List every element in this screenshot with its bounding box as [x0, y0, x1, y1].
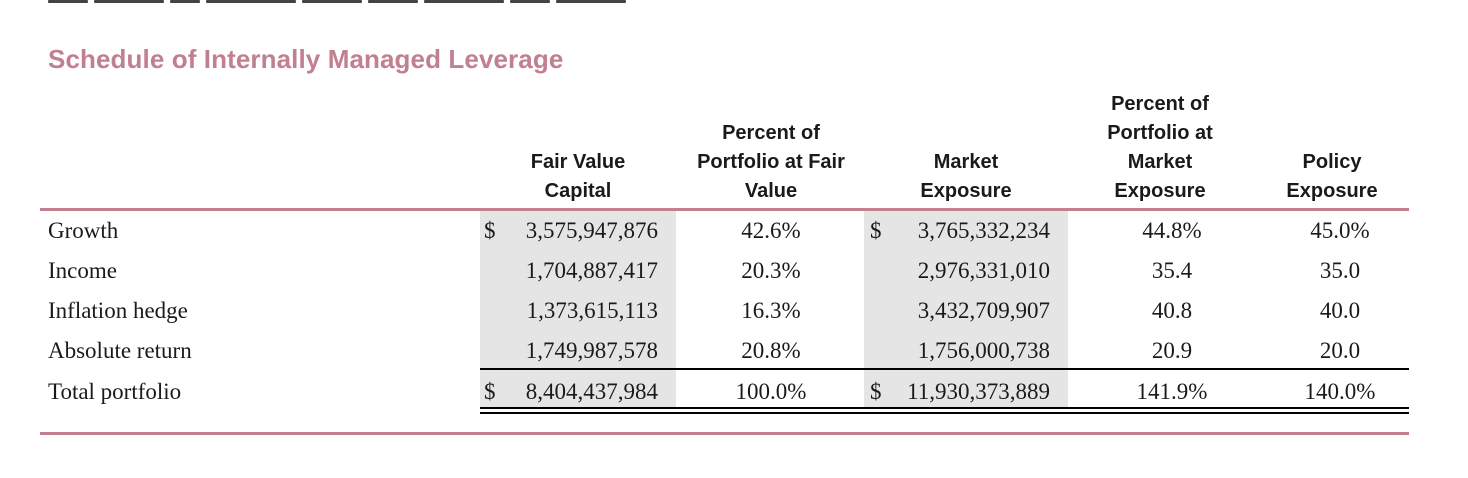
policy-cell: 20.0 [1319, 338, 1361, 363]
bottom-rule [40, 432, 1409, 435]
pct-fair-cell: 42.6% [741, 218, 801, 243]
fair-value-cell: 1,373,615,113 [526, 298, 658, 323]
market-exposure-cell: 3,765,332,234 [917, 218, 1050, 243]
fair-value-cell: 1,749,987,578 [525, 338, 658, 363]
row-label: Inflation hedge [48, 298, 188, 323]
market-exposure-shade [864, 211, 1068, 407]
fair-value-shade [480, 211, 676, 407]
previous-text-cutoff [48, 0, 708, 4]
header-market-exposure: Market Exposure [920, 151, 1012, 202]
dollar-sign: $ [870, 379, 882, 404]
pct-market-cell: 35.4 [1151, 258, 1193, 283]
total-fair-value-cell: 8,404,437,984 [525, 379, 658, 404]
pct-fair-cell: 20.8% [741, 338, 801, 363]
dollar-sign: $ [484, 218, 496, 243]
total-pct-fair-cell: 100.0% [735, 379, 807, 404]
row-label: Growth [48, 218, 119, 243]
policy-cell: 45.0% [1310, 218, 1370, 243]
row-label: Income [48, 258, 117, 283]
policy-cell: 40.0 [1319, 298, 1361, 323]
total-label: Total portfolio [48, 379, 182, 404]
subtotal-rule [480, 368, 1409, 370]
market-exposure-cell: 1,756,000,738 [917, 338, 1050, 363]
fair-value-cell: 3,575,947,876 [525, 218, 658, 243]
header-percent-fair-value: Percent of Portfolio at Fair Value [697, 122, 845, 202]
total-policy-cell: 140.0% [1304, 379, 1376, 404]
total-market-exposure-cell: 11,930,373,889 [907, 379, 1050, 404]
dollar-sign: $ [870, 218, 882, 243]
pct-market-cell: 44.8% [1142, 218, 1202, 243]
pct-market-cell: 20.9 [1151, 338, 1193, 363]
header-percent-market-exposure: Percent of Portfolio at Market Exposure [1107, 93, 1213, 202]
policy-cell: 35.0 [1319, 258, 1361, 283]
fair-value-cell: 1,704,887,417 [525, 258, 658, 283]
header-rule [40, 208, 1409, 211]
total-pct-market-cell: 141.9% [1136, 379, 1208, 404]
header-policy-exposure: Policy Exposure [1286, 151, 1378, 202]
market-exposure-cell: 3,432,709,907 [917, 298, 1050, 323]
row-label: Absolute return [48, 338, 192, 363]
pct-fair-cell: 16.3% [741, 298, 801, 323]
pct-fair-cell: 20.3% [741, 258, 801, 283]
total-double-rule-top [480, 407, 1409, 409]
header-fair-value-capital: Fair Value Capital [530, 151, 626, 202]
table-title: Schedule of Internally Managed Leverage [48, 44, 564, 74]
pct-market-cell: 40.8 [1151, 298, 1193, 323]
dollar-sign: $ [484, 379, 496, 404]
market-exposure-cell: 2,976,331,010 [917, 258, 1050, 283]
total-double-rule-bottom [480, 412, 1409, 414]
